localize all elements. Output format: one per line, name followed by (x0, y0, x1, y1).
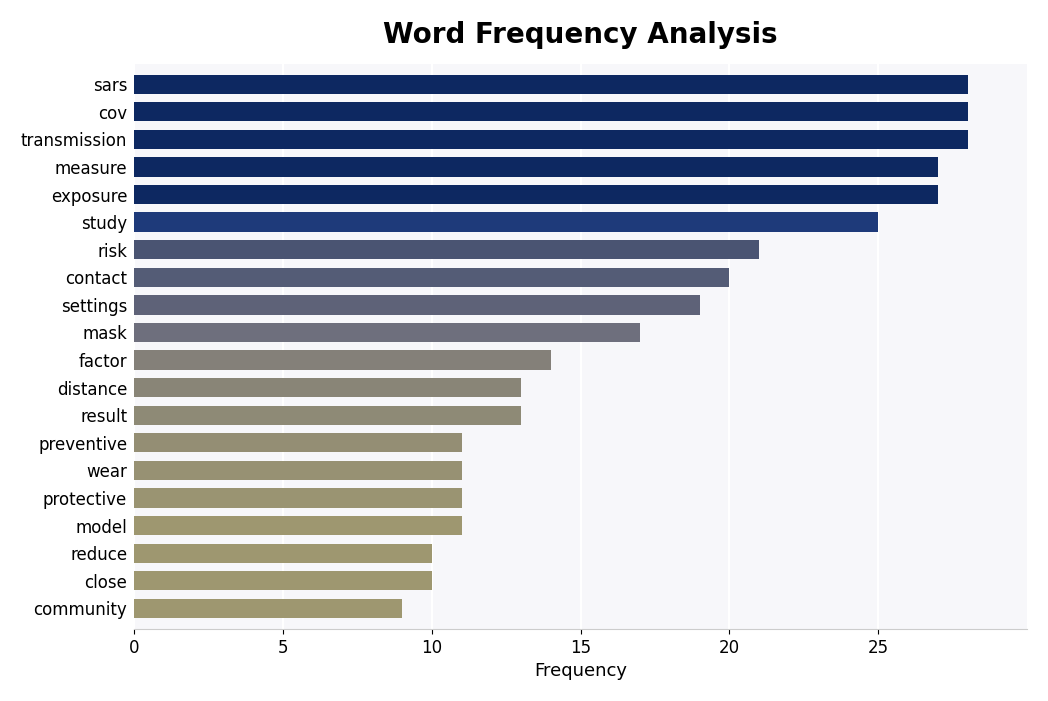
X-axis label: Frequency: Frequency (534, 662, 627, 680)
Bar (134, 516, 461, 536)
Bar (134, 268, 729, 287)
Bar (134, 406, 521, 425)
Bar (134, 295, 700, 315)
Bar (134, 489, 461, 508)
Bar (134, 157, 938, 177)
Bar (134, 433, 461, 452)
Bar (134, 461, 461, 480)
Bar (134, 74, 967, 94)
Bar (134, 378, 521, 397)
Bar (134, 599, 402, 618)
Bar (134, 240, 759, 259)
Bar (134, 212, 878, 232)
Bar (134, 323, 640, 342)
Bar (134, 350, 551, 369)
Bar (134, 571, 432, 590)
Title: Word Frequency Analysis: Word Frequency Analysis (384, 21, 778, 49)
Bar (134, 543, 432, 563)
Bar (134, 102, 967, 121)
Bar (134, 130, 967, 149)
Bar (134, 185, 938, 204)
